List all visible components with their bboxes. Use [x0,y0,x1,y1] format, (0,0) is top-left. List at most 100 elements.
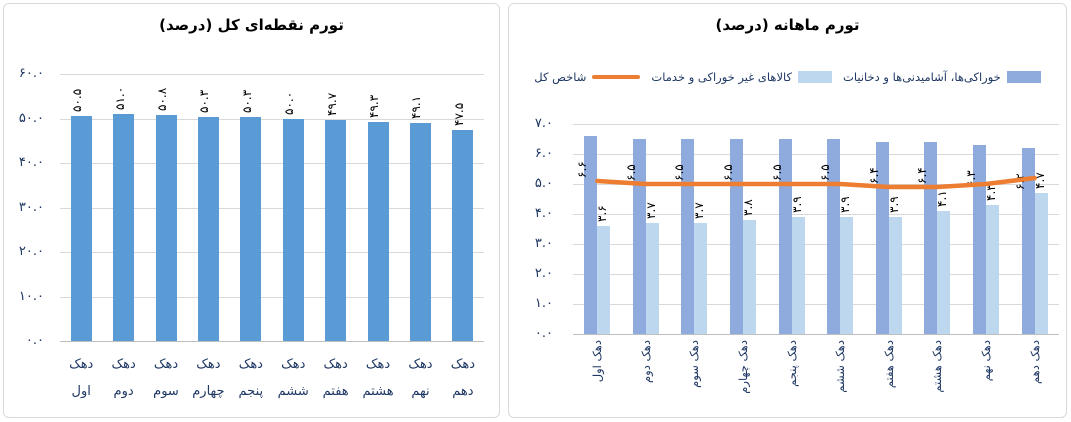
nonfood-services-bar [597,226,611,334]
y-axis-tick-label: ۱.۰ [534,296,553,311]
nonfood-bar-value-label: ۳.۹ [789,196,804,213]
category-word-2: سوم [153,384,179,399]
x-category-label: دهک چهارم [181,351,235,405]
y-axis-tick-label: ۳.۰ [534,236,553,251]
category-word-2: چهارم [192,384,225,399]
y-axis-tick-label: ۶۰.۰ [18,66,44,81]
bar-group-decile-3: ۶.۵ ۳.۷ دهک سوم [670,124,719,388]
gridline [60,296,484,298]
category-word-2: پنجم [238,384,264,399]
x-category-label: دهک هفتم [881,340,896,389]
nonfood-services-bar [840,217,854,334]
category-word-1: دهک [196,357,221,372]
left-chart-y-axis: ۶۰.۰ ۵۰.۰ ۴۰.۰ ۳۰.۰ ۲۰.۰ ۱۰.۰ ۰.۰ [4,66,52,348]
bar-value-label: ۵۰.۳ [239,90,254,114]
y-axis-tick-label: ۵۰.۰ [18,110,44,126]
nonfood-services-bar [645,223,659,334]
total-inflation-bar [113,114,135,341]
bar-group-decile-8: ۴۹.۳ دهک هشتم [357,74,399,399]
gridline [60,118,484,120]
monthly-inflation-card: تورم ماهانه (درصد) خوراکی‌ها، آشامیدنی‌ه… [508,3,1067,418]
gridline [60,252,484,253]
y-axis-tick-label: ۰.۰ [534,326,553,341]
bar-value-label: ۴۹.۳ [367,94,382,118]
food-bar-value-label: ۶.۵ [672,164,687,181]
bar-group-decile-1: ۵۰.۵ دهک اول [60,74,102,399]
bar-group-decile-4: ۵۰.۳ دهک چهارم [187,74,229,399]
gridline [573,244,1059,245]
bar-group-decile-8: ۶.۴ ۴.۱ دهک هشتم [913,124,962,393]
y-axis-tick-label: ۲.۰ [534,266,553,281]
gridline [573,214,1059,215]
total-index-line-swatch-icon [592,75,641,79]
y-axis-tick-label: ۴.۰ [534,206,553,221]
total-inflation-bar [70,116,92,341]
y-axis-tick-label: ۲۰.۰ [18,244,44,259]
food-beverages-tobacco-bar [584,136,598,334]
food-series-label: خوراکی‌ها، آشامیدنی‌ها و دخانیات [843,70,1001,84]
gridline [573,124,1059,125]
bar-value-label: ۵۰.۳ [197,90,212,114]
x-category-label: دهک پنجم [784,340,799,387]
nonfood-services-bar [1034,193,1048,334]
bar-group-decile-2: ۶.۵ ۳.۷ دهک دوم [622,124,671,383]
food-bar-value-label: ۶.۵ [769,164,784,181]
bar-value-label: ۵۰.۰ [282,91,297,115]
x-category-label: دهک هشتم [930,340,945,393]
category-word-1: دهک [365,357,391,372]
point-to-point-inflation-card: تورم نقطه‌ای کل (درصد) ۶۰.۰ ۵۰.۰ ۴۰.۰ ۳۰.۰ ۲… [3,3,500,418]
monthly-chart-title: تورم ماهانه (درصد) [715,16,860,34]
gridline [573,154,1059,155]
nonfood-bar-value-label: ۳.۷ [643,202,658,219]
x-category-label: دهک هفتم [308,351,362,405]
category-word-1: دهک [111,357,136,372]
gridline [60,341,484,342]
x-category-label: دهک دوم [638,340,653,383]
food-bar-value-label: ۶.۵ [721,164,736,181]
monthly-chart-legend: خوراکی‌ها، آشامیدنی‌ها و دخانیات کالاهای… [513,70,1062,84]
bar-group-decile-9: ۴۹.۱ دهک نهم [399,74,441,399]
total-inflation-bar [282,118,304,341]
x-category-label: دهک سوم [139,351,193,405]
total-inflation-bar [367,121,389,341]
category-word-1: دهک [238,357,263,372]
left-chart-plot-area: ۵۰.۵ دهک اول ۵۱.۰ دهک دوم ۵۰.۸ دهک سوم ۵۰.۳ دهک چها… [60,74,484,399]
bar-group-decile-7: ۶.۴ ۳.۹ دهک هفتم [865,124,914,388]
category-word-1: دهک [69,357,94,372]
nonfood-series-label: کالاهای غیر خوراکی و خدمات [651,70,793,84]
food-beverages-tobacco-bar [924,142,938,334]
right-chart-y-axis: ۷.۰ ۶.۰ ۵.۰ ۴.۰ ۳.۰ ۲.۰ ۱.۰ ۰.۰ [515,116,561,341]
bar-group-decile-6: ۶.۵ ۳.۹ دهک ششم [816,124,865,393]
food-bar-value-label: ۶.۵ [623,164,638,181]
nonfood-services-bar [694,223,708,334]
bar-group-decile-9: ۶.۳ ۴.۳ دهک نهم [962,124,1011,381]
left-chart-bars: ۵۰.۵ دهک اول ۵۱.۰ دهک دوم ۵۰.۸ دهک سوم ۵۰.۳ دهک چها… [60,74,484,399]
nonfood-bar-value-label: ۴.۷ [1032,172,1047,189]
bar-group-decile-10: ۶.۲ ۴.۷ دهک دهم [1010,124,1059,384]
x-category-label: دهک هشتم [351,351,405,405]
food-bar-value-label: ۶.۴ [866,167,881,184]
food-beverages-tobacco-bar [973,145,987,334]
bar-value-label: ۵۰.۸ [155,87,170,111]
category-word-2: هشتم [362,384,394,399]
category-word-2: ششم [277,384,309,399]
right-chart-plot-area: ۶.۶ ۳.۶ دهک اول ۶.۵ ۳.۷ دهک دوم ۶.۵ ۳.۷ دهک سوم ۶… [573,124,1059,394]
category-word-1: دهک [408,357,433,372]
bar-group-decile-5: ۵۰.۳ دهک پنجم [230,74,272,399]
bar-group-decile-2: ۵۱.۰ دهک دوم [102,74,144,399]
bar-group-decile-6: ۵۰.۰ دهک ششم [272,74,314,399]
food-series-swatch-icon [1006,71,1041,83]
gridline [573,304,1059,305]
nonfood-services-bar [986,205,1000,334]
x-category-label: دهک سوم [687,340,702,388]
y-axis-tick-label: ۵.۰ [534,176,553,191]
category-word-2: اول [71,384,91,399]
bar-group-decile-3: ۵۰.۸ دهک سوم [145,74,187,399]
x-category-label: دهک دهم [436,351,490,405]
nonfood-bar-value-label: ۴.۱ [935,190,950,207]
x-category-label: دهک دوم [96,351,150,405]
bar-value-label: ۴۹.۷ [324,92,339,116]
total-index-label: شاخص کل [534,70,587,84]
category-word-1: دهک [153,357,179,372]
bar-value-label: ۵۰.۵ [70,89,85,113]
